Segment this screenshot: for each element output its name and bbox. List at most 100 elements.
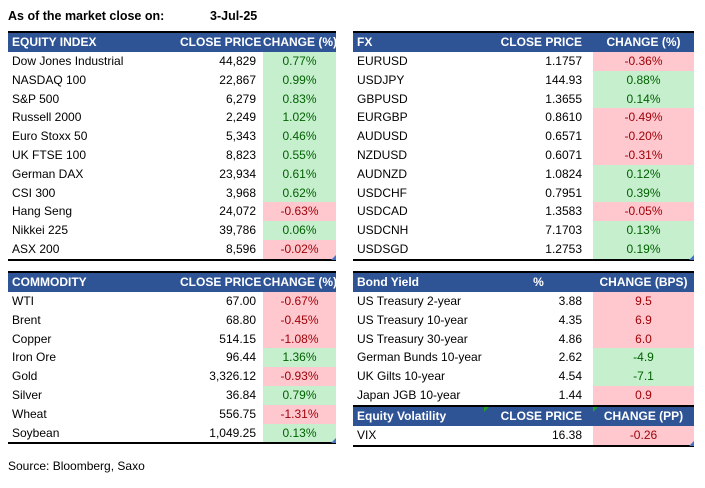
- table-row[interactable]: US Treasury 30-year 4.86 6.0: [353, 329, 694, 349]
- cell-label[interactable]: Dow Jones Industrial: [12, 54, 124, 68]
- cell-label[interactable]: US Treasury 10-year: [357, 312, 468, 327]
- table-row[interactable]: Gold 3,326.12 -0.93%: [8, 367, 336, 386]
- cell-label[interactable]: NZDUSD: [357, 147, 407, 162]
- cell-label[interactable]: Wheat: [12, 406, 47, 421]
- cell-change[interactable]: 0.06%: [263, 221, 336, 240]
- cell-value[interactable]: 3,968: [225, 185, 256, 200]
- cell-value[interactable]: 0.6071: [545, 147, 582, 162]
- cell-change[interactable]: 1.02%: [263, 108, 336, 128]
- cell-value[interactable]: 23,934: [219, 166, 256, 181]
- cell-value[interactable]: 6,279: [225, 91, 256, 106]
- cell-change[interactable]: -7.1: [593, 367, 694, 386]
- cell-change[interactable]: 0.83%: [263, 89, 336, 109]
- cell-value[interactable]: 24,072: [219, 204, 256, 219]
- cell-value[interactable]: 1.1757: [545, 54, 582, 68]
- cell-change[interactable]: -0.67%: [263, 292, 336, 311]
- cell-change[interactable]: -0.02%: [263, 239, 336, 259]
- cell-change[interactable]: -0.93%: [263, 367, 336, 386]
- cell-change[interactable]: -0.31%: [593, 145, 694, 165]
- table-row[interactable]: Euro Stoxx 50 5,343 0.46%: [8, 127, 336, 146]
- table-row[interactable]: Brent 68.80 -0.45%: [8, 310, 336, 330]
- cell-value[interactable]: 2,249: [225, 110, 256, 125]
- cell-label[interactable]: USDCAD: [357, 204, 408, 219]
- cell-value[interactable]: 0.7951: [545, 185, 582, 200]
- commodity-title[interactable]: COMMODITY: [12, 275, 87, 289]
- cell-value[interactable]: 5,343: [225, 129, 256, 144]
- cell-label[interactable]: Iron Ore: [12, 350, 57, 365]
- cell-change[interactable]: -4.9: [593, 348, 694, 368]
- cell-value[interactable]: 3,326.12: [209, 369, 256, 384]
- cell-label[interactable]: Silver: [12, 387, 43, 402]
- close-price-column-header[interactable]: CLOSE PRICE: [180, 35, 262, 49]
- change-pct-column-header[interactable]: CHANGE (%): [263, 275, 336, 289]
- cell-change[interactable]: -0.49%: [593, 108, 694, 128]
- cell-change[interactable]: 0.55%: [263, 145, 336, 165]
- cell-label[interactable]: ASX 200: [12, 241, 60, 256]
- cell-value[interactable]: 1.0824: [545, 166, 582, 181]
- cell-change[interactable]: -0.36%: [593, 52, 694, 71]
- table-row[interactable]: UK Gilts 10-year 4.54 -7.1: [353, 367, 694, 386]
- table-row[interactable]: S&P 500 6,279 0.83%: [8, 89, 336, 109]
- cell-label[interactable]: Euro Stoxx 50: [12, 129, 88, 144]
- cell-change[interactable]: -0.45%: [263, 310, 336, 330]
- table-row[interactable]: AUDNZD 1.0824 0.12%: [353, 164, 694, 184]
- equity-index-title[interactable]: EQUITY INDEX: [12, 35, 97, 49]
- table-row[interactable]: NZDUSD 0.6071 -0.31%: [353, 145, 694, 165]
- cell-change[interactable]: 0.46%: [263, 127, 336, 146]
- change-pp-column-header[interactable]: CHANGE (PP): [593, 407, 694, 426]
- cell-change[interactable]: -0.26: [593, 426, 694, 445]
- cell-label[interactable]: Russell 2000: [12, 110, 82, 125]
- cell-value[interactable]: 1.3655: [545, 91, 582, 106]
- table-row[interactable]: USDJPY 144.93 0.88%: [353, 70, 694, 90]
- cell-label[interactable]: Soybean: [12, 425, 60, 440]
- cell-value[interactable]: 3.88: [558, 294, 582, 308]
- cell-value[interactable]: 514.15: [219, 331, 256, 346]
- cell-label[interactable]: USDJPY: [357, 72, 405, 87]
- cell-value[interactable]: 1.44: [558, 387, 582, 402]
- table-row[interactable]: UK FTSE 100 8,823 0.55%: [8, 145, 336, 165]
- table-row[interactable]: USDCAD 1.3583 -0.05%: [353, 202, 694, 222]
- cell-value[interactable]: 16.38: [551, 428, 582, 442]
- fx-title[interactable]: FX: [357, 35, 373, 49]
- cell-value[interactable]: 36.84: [225, 387, 256, 402]
- table-row[interactable]: VIX 16.38 -0.26: [353, 426, 694, 445]
- cell-change[interactable]: 0.88%: [593, 70, 694, 90]
- cell-value[interactable]: 1.3583: [545, 204, 582, 219]
- yield-pct-column-header[interactable]: %: [533, 275, 544, 289]
- cell-value[interactable]: 1,049.25: [209, 425, 256, 440]
- cell-label[interactable]: German Bunds 10-year: [357, 350, 482, 365]
- cell-change[interactable]: -1.08%: [263, 329, 336, 349]
- bond-yield-title[interactable]: Bond Yield: [357, 275, 420, 289]
- cell-value[interactable]: 0.8610: [545, 110, 582, 125]
- table-row[interactable]: EURGBP 0.8610 -0.49%: [353, 108, 694, 128]
- cell-change[interactable]: 0.12%: [593, 164, 694, 184]
- table-row[interactable]: Dow Jones Industrial 44,829 0.77%: [8, 52, 336, 71]
- cell-label[interactable]: AUDNZD: [357, 166, 407, 181]
- cell-value[interactable]: 4.54: [558, 369, 582, 384]
- cell-label[interactable]: Hang Seng: [12, 204, 73, 219]
- cell-label[interactable]: Japan JGB 10-year: [357, 387, 461, 402]
- table-row[interactable]: Soybean 1,049.25 0.13%: [8, 423, 336, 443]
- cell-change[interactable]: 0.77%: [263, 52, 336, 71]
- table-row[interactable]: NASDAQ 100 22,867 0.99%: [8, 70, 336, 90]
- change-pct-column-header[interactable]: CHANGE (%): [606, 35, 681, 49]
- cell-label[interactable]: Nikkei 225: [12, 223, 69, 238]
- cell-value[interactable]: 39,786: [219, 223, 256, 238]
- table-row[interactable]: US Treasury 2-year 3.88 9.5: [353, 292, 694, 311]
- table-row[interactable]: Russell 2000 2,249 1.02%: [8, 108, 336, 128]
- cell-label[interactable]: WTI: [12, 294, 34, 308]
- cell-change[interactable]: 0.13%: [263, 423, 336, 443]
- cell-change[interactable]: -1.31%: [263, 404, 336, 424]
- table-row[interactable]: Nikkei 225 39,786 0.06%: [8, 221, 336, 240]
- cell-label[interactable]: UK Gilts 10-year: [357, 369, 446, 384]
- cell-value[interactable]: 4.35: [558, 312, 582, 327]
- table-row[interactable]: Silver 36.84 0.79%: [8, 385, 336, 405]
- cell-label[interactable]: Brent: [12, 312, 41, 327]
- cell-value[interactable]: 0.6571: [545, 129, 582, 144]
- cell-change[interactable]: 0.39%: [593, 183, 694, 203]
- table-row[interactable]: Hang Seng 24,072 -0.63%: [8, 202, 336, 222]
- cell-value[interactable]: 68.80: [225, 312, 256, 327]
- cell-value[interactable]: 2.62: [558, 350, 582, 365]
- cell-change[interactable]: 0.9: [593, 385, 694, 405]
- table-row[interactable]: WTI 67.00 -0.67%: [8, 292, 336, 311]
